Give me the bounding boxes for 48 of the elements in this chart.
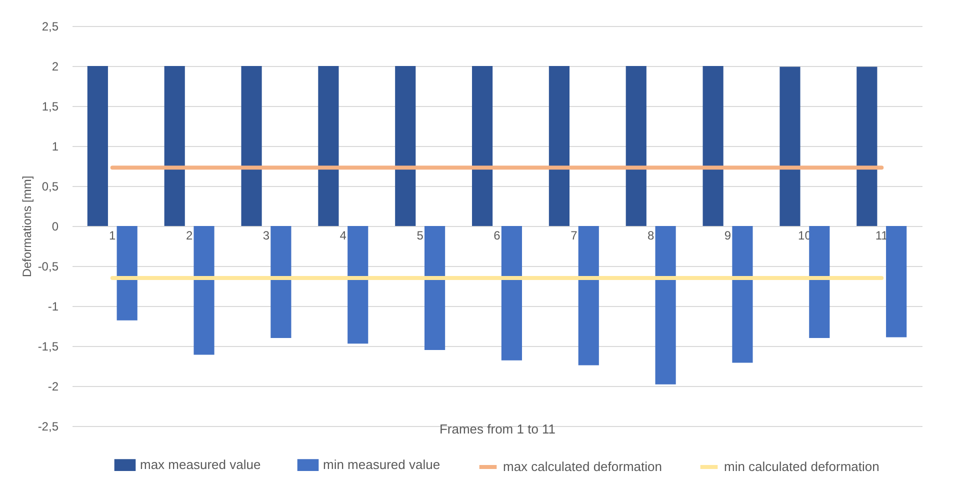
x-tick-label: 1 xyxy=(109,228,116,242)
y-tick-label: -2 xyxy=(48,380,59,394)
bar xyxy=(856,66,878,226)
y-tick-label: 1 xyxy=(52,140,59,154)
x-tick-label: 3 xyxy=(262,228,270,242)
y-axis-title: Deformations [mm] xyxy=(20,176,34,278)
bar xyxy=(780,66,800,226)
bar xyxy=(348,226,368,344)
bar xyxy=(241,66,262,226)
bar xyxy=(548,66,570,226)
bar xyxy=(626,66,646,226)
bar xyxy=(395,66,416,226)
bar xyxy=(501,226,522,360)
legend-label: max calculated deformation xyxy=(503,459,662,474)
bar xyxy=(116,226,138,320)
y-tick-label: 1,5 xyxy=(42,100,59,114)
legend-label: max measured value xyxy=(140,457,261,472)
bar xyxy=(87,66,108,226)
y-tick-label: -2,5 xyxy=(38,420,59,434)
bar xyxy=(424,226,446,350)
y-tick-label: 2 xyxy=(52,60,59,74)
y-tick-label: 2,5 xyxy=(42,20,59,34)
bar xyxy=(702,66,724,226)
x-tick-label: 4 xyxy=(340,228,347,242)
legend-label: min measured value xyxy=(323,457,440,472)
y-tick-label: -1,5 xyxy=(38,340,59,354)
bar xyxy=(578,226,599,366)
bar xyxy=(655,226,676,384)
bar xyxy=(472,66,493,226)
x-tick-label: 6 xyxy=(494,228,501,242)
legend-label: min calculated deformation xyxy=(724,459,880,474)
bar xyxy=(270,226,292,338)
y-tick-label: 0 xyxy=(52,220,59,234)
y-tick-label: 0,5 xyxy=(42,180,59,194)
bar xyxy=(164,66,185,226)
x-tick-label: 7 xyxy=(570,228,578,242)
bar xyxy=(886,226,907,338)
bar xyxy=(194,226,214,355)
x-tick-label: 5 xyxy=(416,228,424,242)
x-axis-title: Frames from 1 to 11 xyxy=(439,422,556,436)
bar xyxy=(318,66,339,226)
x-tick-label: 2 xyxy=(186,228,193,242)
bar xyxy=(809,226,830,338)
y-tick-label: -1 xyxy=(48,300,59,314)
x-tick-label: 9 xyxy=(724,228,732,242)
y-tick-label: -0,5 xyxy=(38,260,59,274)
bar xyxy=(732,226,753,363)
x-tick-label: 8 xyxy=(648,228,654,242)
